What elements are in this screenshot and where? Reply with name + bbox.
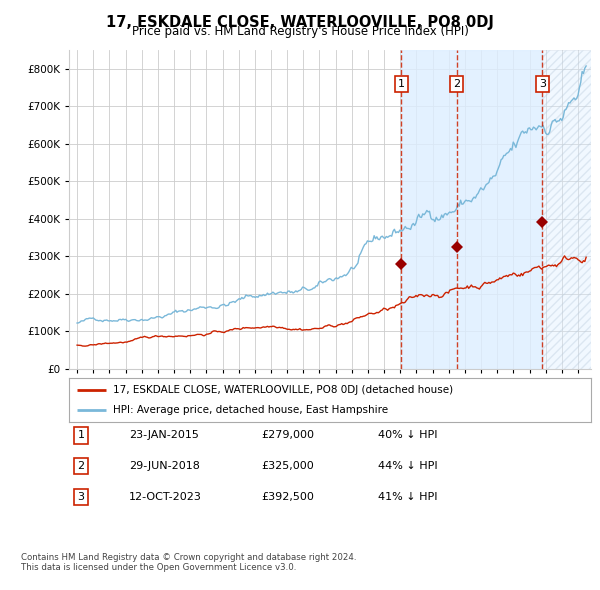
Text: 23-JAN-2015: 23-JAN-2015 <box>129 431 199 440</box>
Text: HPI: Average price, detached house, East Hampshire: HPI: Average price, detached house, East… <box>113 405 388 415</box>
Text: Price paid vs. HM Land Registry's House Price Index (HPI): Price paid vs. HM Land Registry's House … <box>131 25 469 38</box>
Text: 2: 2 <box>453 79 460 89</box>
Text: 12-OCT-2023: 12-OCT-2023 <box>129 492 202 502</box>
Bar <box>542 50 591 369</box>
Text: 2: 2 <box>77 461 85 471</box>
Text: £325,000: £325,000 <box>261 461 314 471</box>
Text: 3: 3 <box>539 79 545 89</box>
Text: 17, ESKDALE CLOSE, WATERLOOVILLE, PO8 0DJ: 17, ESKDALE CLOSE, WATERLOOVILLE, PO8 0D… <box>106 15 494 30</box>
Text: 41% ↓ HPI: 41% ↓ HPI <box>378 492 437 502</box>
Text: Contains HM Land Registry data © Crown copyright and database right 2024.: Contains HM Land Registry data © Crown c… <box>21 553 356 562</box>
Bar <box>401 50 542 369</box>
Text: This data is licensed under the Open Government Licence v3.0.: This data is licensed under the Open Gov… <box>21 563 296 572</box>
Text: 40% ↓ HPI: 40% ↓ HPI <box>378 431 437 440</box>
Text: 17, ESKDALE CLOSE, WATERLOOVILLE, PO8 0DJ (detached house): 17, ESKDALE CLOSE, WATERLOOVILLE, PO8 0D… <box>113 385 454 395</box>
Text: £279,000: £279,000 <box>261 431 314 440</box>
Text: 44% ↓ HPI: 44% ↓ HPI <box>378 461 437 471</box>
Text: £392,500: £392,500 <box>261 492 314 502</box>
Text: 3: 3 <box>77 492 85 502</box>
Text: 1: 1 <box>77 431 85 440</box>
Text: 29-JUN-2018: 29-JUN-2018 <box>129 461 200 471</box>
Text: 1: 1 <box>398 79 405 89</box>
